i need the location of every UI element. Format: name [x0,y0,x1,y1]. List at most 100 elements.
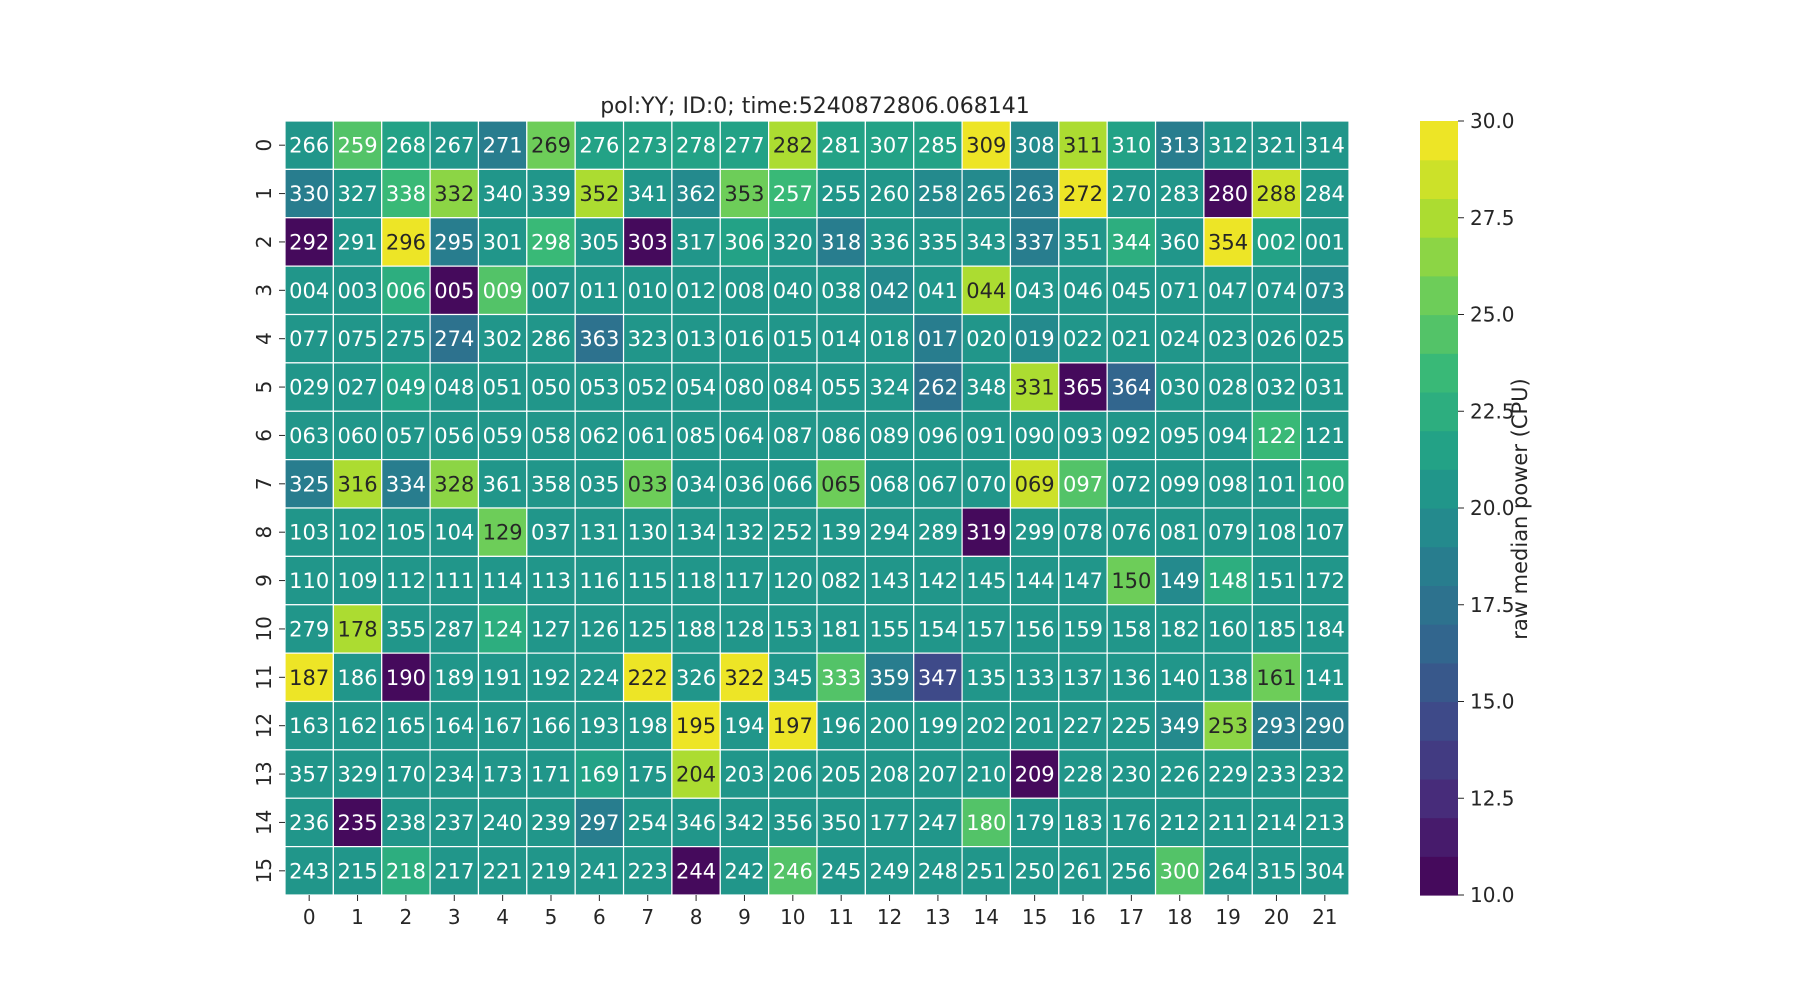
cell-annotation: 007 [531,279,571,303]
x-tick-label: 18 [1167,905,1192,929]
heatmap-cell [1106,410,1157,461]
cell-annotation: 018 [869,327,909,351]
cell-annotation: 341 [628,182,668,206]
heatmap-cell [622,652,673,703]
cell-annotation: 236 [289,811,329,835]
cell-annotation: 162 [337,714,377,738]
cell-annotation: 227 [1063,714,1103,738]
cell-annotation: 049 [386,376,426,400]
cell-annotation: 301 [483,230,523,254]
cell-annotation: 308 [1015,134,1055,158]
heatmap-cell [864,362,915,412]
cell-annotation: 183 [1063,811,1103,835]
heatmap-cell [429,555,480,606]
cell-annotation: 033 [628,472,668,496]
cell-annotation: 114 [483,569,523,593]
cell-annotation: 284 [1305,182,1345,206]
cell-annotation: 108 [1256,521,1296,545]
x-tick-label: 21 [1312,905,1337,929]
colorbar-tick-label: 20.0 [1470,496,1515,520]
cell-annotation: 173 [483,763,523,787]
cell-annotation: 157 [966,617,1006,641]
heatmap-cell [768,265,818,316]
cell-annotation: 170 [386,763,426,787]
cell-annotation: 136 [1111,666,1151,690]
cell-annotation: 343 [966,230,1006,254]
heatmap-cell [622,797,673,848]
colorbar-segment [1420,275,1458,316]
cell-annotation: 051 [483,376,523,400]
cell-annotation: 008 [724,279,764,303]
cell-annotation: 025 [1305,327,1345,351]
heatmap-cell [1203,700,1253,751]
colorbar-segment [1420,469,1458,509]
heatmap-cell [332,459,383,509]
cell-annotation: 359 [869,666,909,690]
colorbar-segment [1420,585,1458,625]
colorbar: 10.0 12.5 15.0 17.5 20.0 22.5 25.0 27.5 30.0 [1420,109,1515,907]
cell-annotation: 126 [579,617,619,641]
heatmap-cell [961,797,1012,848]
heatmap-cell [719,797,770,848]
heatmap-cell [526,168,576,219]
cell-annotation: 285 [918,134,958,158]
cell-annotation: 324 [869,376,909,400]
cell-annotation: 011 [579,279,619,303]
heatmap-cell [622,362,673,412]
cell-annotation: 194 [724,714,764,738]
heatmap-cell [1154,120,1205,170]
cell-annotation: 066 [773,472,813,496]
heatmap-cell [1251,846,1302,896]
cell-annotation: 046 [1063,279,1103,303]
cell-annotation: 037 [531,521,571,545]
cell-annotation: 127 [531,617,571,641]
cell-annotation: 233 [1256,763,1296,787]
heatmap-cell [284,313,334,364]
heatmap-cell [429,217,480,267]
cell-annotation: 321 [1256,134,1296,158]
heatmap-cell [1251,797,1302,848]
cell-annotation: 118 [676,569,716,593]
cell-annotation: 207 [918,763,958,787]
cell-annotation: 191 [483,666,523,690]
heatmap-cell [332,749,383,799]
cell-annotation: 264 [1208,859,1248,883]
cell-annotation: 026 [1256,327,1296,351]
cell-annotation: 315 [1256,859,1296,883]
heatmap-cell [574,652,625,703]
cell-annotation: 303 [628,230,668,254]
cell-annotation: 165 [386,714,426,738]
heatmap-cell [1106,555,1157,606]
heatmap-cell [671,555,721,606]
y-tick-label: 6 [252,429,276,442]
heatmap-cell [816,313,866,364]
cell-annotation: 027 [337,376,377,400]
cell-annotation: 242 [724,859,764,883]
heatmap-cell [574,217,625,267]
colorbar-tick-label: 10.0 [1470,883,1515,907]
cell-annotation: 022 [1063,327,1103,351]
heatmap-cell [816,120,866,170]
cell-annotation: 195 [676,714,716,738]
cell-annotation: 103 [289,521,329,545]
cell-annotation: 288 [1256,182,1296,206]
cell-annotation: 226 [1160,763,1200,787]
heatmap-cell [477,604,528,654]
heatmap-cell [1251,265,1302,316]
heatmap-cell [864,507,915,557]
x-tick-label: 10 [780,905,805,929]
heatmap-cell [961,604,1012,654]
heatmap-cell [1009,652,1060,703]
cell-annotation: 245 [821,859,861,883]
cell-annotation: 320 [773,230,813,254]
cell-annotation: 179 [1015,811,1055,835]
cell-annotation: 137 [1063,666,1103,690]
cell-annotation: 360 [1160,230,1200,254]
cell-annotation: 304 [1305,859,1345,883]
cell-annotation: 229 [1208,763,1248,787]
cell-annotation: 129 [483,521,523,545]
heatmap-cell [816,217,866,267]
cell-annotation: 333 [821,666,861,690]
heatmap-cell [961,846,1012,896]
heatmap-cell [1154,265,1205,316]
